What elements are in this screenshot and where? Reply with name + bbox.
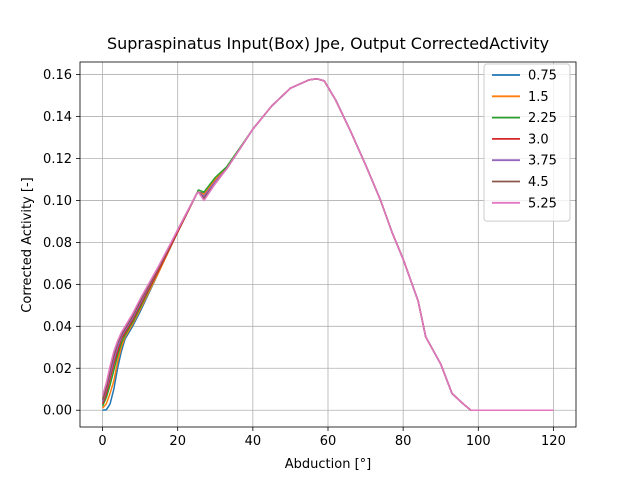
x-tick-label: 40	[245, 434, 262, 449]
chart-title: Supraspinatus Input(Box) Jpe, Output Cor…	[107, 34, 549, 53]
series-line-5.25	[101, 78, 554, 411]
legend-label: 2.25	[528, 111, 557, 126]
series-layer	[101, 78, 554, 411]
y-tick-label: 0.12	[43, 152, 72, 167]
legend-label: 4.5	[528, 175, 549, 190]
axes: 0 20 40 60 80 100 120 0.00 0.02 0.04 0.06 0.08 0.10 0…	[43, 61, 577, 449]
legend-label: 1.5	[528, 90, 549, 105]
y-tick-label: 0.04	[43, 320, 72, 335]
legend: 0.75 1.5 2.25 3.0 3.75 4.5 5.25	[483, 63, 571, 222]
y-tick-label: 0.00	[43, 404, 72, 419]
y-tick-label: 0.14	[43, 110, 72, 125]
y-tick-label: 0.02	[43, 362, 72, 377]
x-tick-label: 0	[98, 434, 106, 449]
x-tick-label: 100	[466, 434, 491, 449]
y-tick-label: 0.08	[43, 236, 72, 251]
y-tick-label: 0.06	[43, 278, 72, 293]
y-tick-label: 0.10	[43, 194, 72, 209]
x-tick-label: 20	[169, 434, 186, 449]
x-tick-label: 120	[541, 434, 566, 449]
legend-label: 3.75	[528, 154, 557, 169]
legend-box	[483, 63, 571, 222]
legend-label: 3.0	[528, 132, 549, 147]
x-tick-label: 60	[320, 434, 337, 449]
legend-label: 5.25	[528, 196, 557, 211]
y-axis-label: Corrected Activity [-]	[20, 177, 35, 312]
x-tick-label: 80	[395, 434, 412, 449]
legend-label: 0.75	[528, 69, 557, 84]
x-axis-label: Abduction [°]	[285, 457, 371, 472]
y-tick-label: 0.16	[43, 68, 72, 83]
plot-frame	[79, 61, 577, 428]
